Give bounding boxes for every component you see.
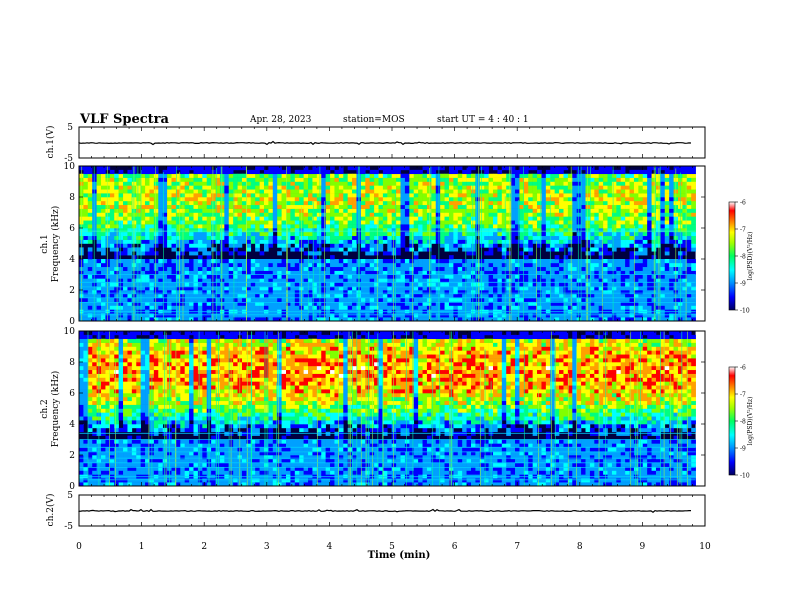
colorbar-tick-label: -8 xyxy=(740,419,746,426)
y-tick-label: 0 xyxy=(69,482,75,492)
ch2-waveform-ylabel: ch.2(V) xyxy=(45,494,56,527)
y-tick-label: 5 xyxy=(67,123,73,133)
y-tick-label: 4 xyxy=(69,255,75,265)
colorbar-tick-label: -7 xyxy=(740,227,746,234)
colorbar-tick-label: -6 xyxy=(740,365,746,372)
ch1-waveform-ylabel: ch.1(V) xyxy=(45,126,56,159)
x-tick-label: 7 xyxy=(514,542,520,552)
colorbar-tick-label: -9 xyxy=(740,281,746,288)
colorbar-tick-label: -8 xyxy=(740,254,746,261)
x-tick-label: 2 xyxy=(201,542,207,552)
x-tick-label: 6 xyxy=(452,542,458,552)
colorbar-tick-label: -10 xyxy=(740,308,750,315)
ch2-spectrogram-ylabel-line2: Frequency (kHz) xyxy=(50,371,61,448)
ch2-colorbar-label: log(PSD)(V²/Hz) xyxy=(747,397,754,446)
date-label: Apr. 28, 2023 xyxy=(250,115,312,125)
ch1-spectrogram-ylabel-line1: ch.1 xyxy=(40,234,50,253)
y-tick-label: 4 xyxy=(69,420,75,430)
y-tick-label: 10 xyxy=(64,162,76,172)
x-tick-label: 9 xyxy=(640,542,646,552)
x-tick-label: 3 xyxy=(264,542,270,552)
x-tick-label: 10 xyxy=(699,542,711,552)
x-tick-label: 4 xyxy=(327,542,333,552)
y-tick-label: 10 xyxy=(64,327,76,337)
ch2-colorbar: -6 -7 -8 -9 -10 log(PSD)(V²/Hz) xyxy=(728,365,754,480)
ch1-spectrogram-ylabel-line2: Frequency (kHz) xyxy=(50,206,61,283)
chart-title: VLF Spectra xyxy=(80,112,169,127)
ch2-spectrogram-ylabel-line1: ch.2 xyxy=(40,399,50,418)
y-tick-label: 8 xyxy=(69,193,75,203)
x-tick-label: 0 xyxy=(76,542,82,552)
y-tick-label: 5 xyxy=(67,491,73,501)
y-tick-label: 6 xyxy=(69,389,75,399)
y-tick-label: -5 xyxy=(64,522,73,532)
colorbar-tick-label: -10 xyxy=(740,473,750,480)
ch1-spectrogram-panel xyxy=(78,165,706,322)
station-label: station=MOS xyxy=(343,115,405,125)
x-tick-label: 1 xyxy=(139,542,145,552)
waveform-trace xyxy=(78,508,691,513)
colorbar-tick-label: -6 xyxy=(740,200,746,207)
x-tick-label: 5 xyxy=(389,542,395,552)
y-tick-label: 2 xyxy=(69,286,75,296)
colorbar-tick-label: -9 xyxy=(740,446,746,453)
colorbar-tick-label: -7 xyxy=(740,392,746,399)
start-time-label: start UT = 4 : 40 : 1 xyxy=(437,115,529,125)
y-tick-label: 8 xyxy=(69,358,75,368)
ch1-colorbar: -6 -7 -8 -9 -10 log(PSD)(V²/Hz) xyxy=(728,200,754,315)
y-tick-label: 0 xyxy=(69,317,75,327)
x-tick-label: 8 xyxy=(577,542,583,552)
ch1-colorbar-label: log(PSD)(V²/Hz) xyxy=(747,232,754,281)
y-tick-label: -5 xyxy=(64,154,73,164)
y-tick-label: 6 xyxy=(69,224,75,234)
x-axis-label: Time (min) xyxy=(368,550,431,561)
ch2-spectrogram-panel xyxy=(78,330,706,487)
y-tick-label: 2 xyxy=(69,451,75,461)
waveform-trace xyxy=(78,140,692,146)
